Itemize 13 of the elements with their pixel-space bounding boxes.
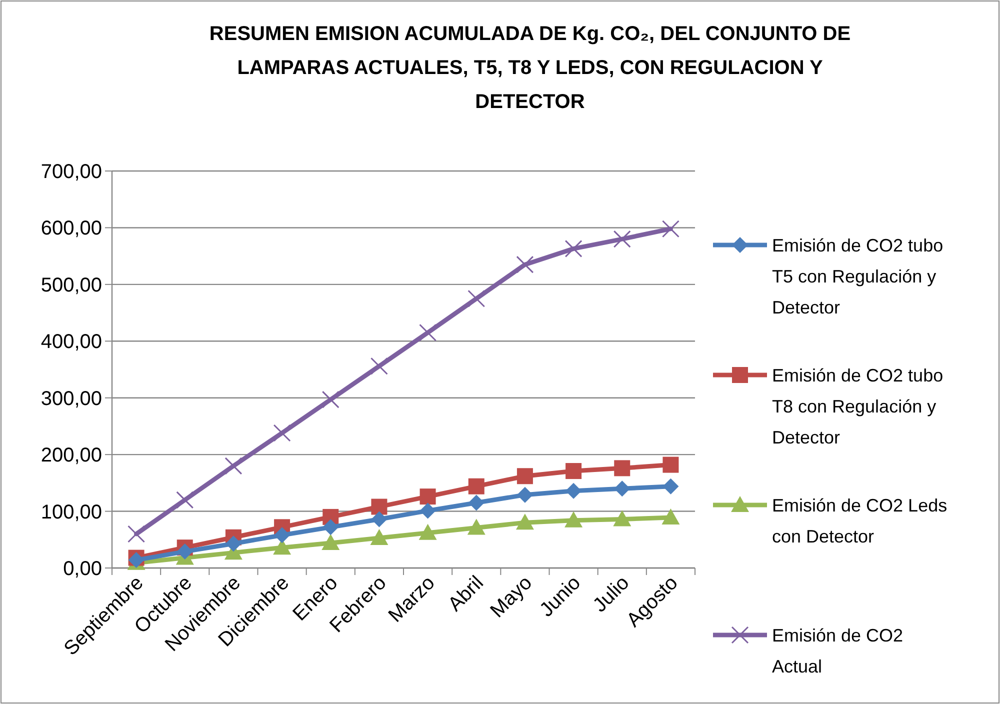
y-tick-label: 600,00 <box>40 218 102 240</box>
y-tick-label: 100,00 <box>40 501 102 524</box>
y-tick-label: 500,00 <box>40 274 102 296</box>
y-tick-label: 700,00 <box>40 161 102 183</box>
y-tick-label: 0,00 <box>63 558 102 580</box>
legend-label: Emisión de CO2 tubo T8 con Regulación y Detector <box>772 365 944 448</box>
legend-label: Emisión de CO2 Leds con Detector <box>772 495 948 546</box>
legend-label: Emisión de CO2 Actual <box>772 625 904 676</box>
y-tick-label: 200,00 <box>40 444 102 467</box>
y-tick-label: 400,00 <box>40 331 102 354</box>
chart-title: RESUMEN EMISION ACUMULADA DE Kg. CO₂, DEL CONJUNTO DE LAMPARAS ACTUALES, T5, T8 Y LEDS, CON REGULACION Y DETECTOR <box>209 23 851 113</box>
legend-label: Emisión de CO2 tubo T5 con Regulación y Detector <box>772 235 944 318</box>
y-tick-label: 300,00 <box>40 388 102 410</box>
